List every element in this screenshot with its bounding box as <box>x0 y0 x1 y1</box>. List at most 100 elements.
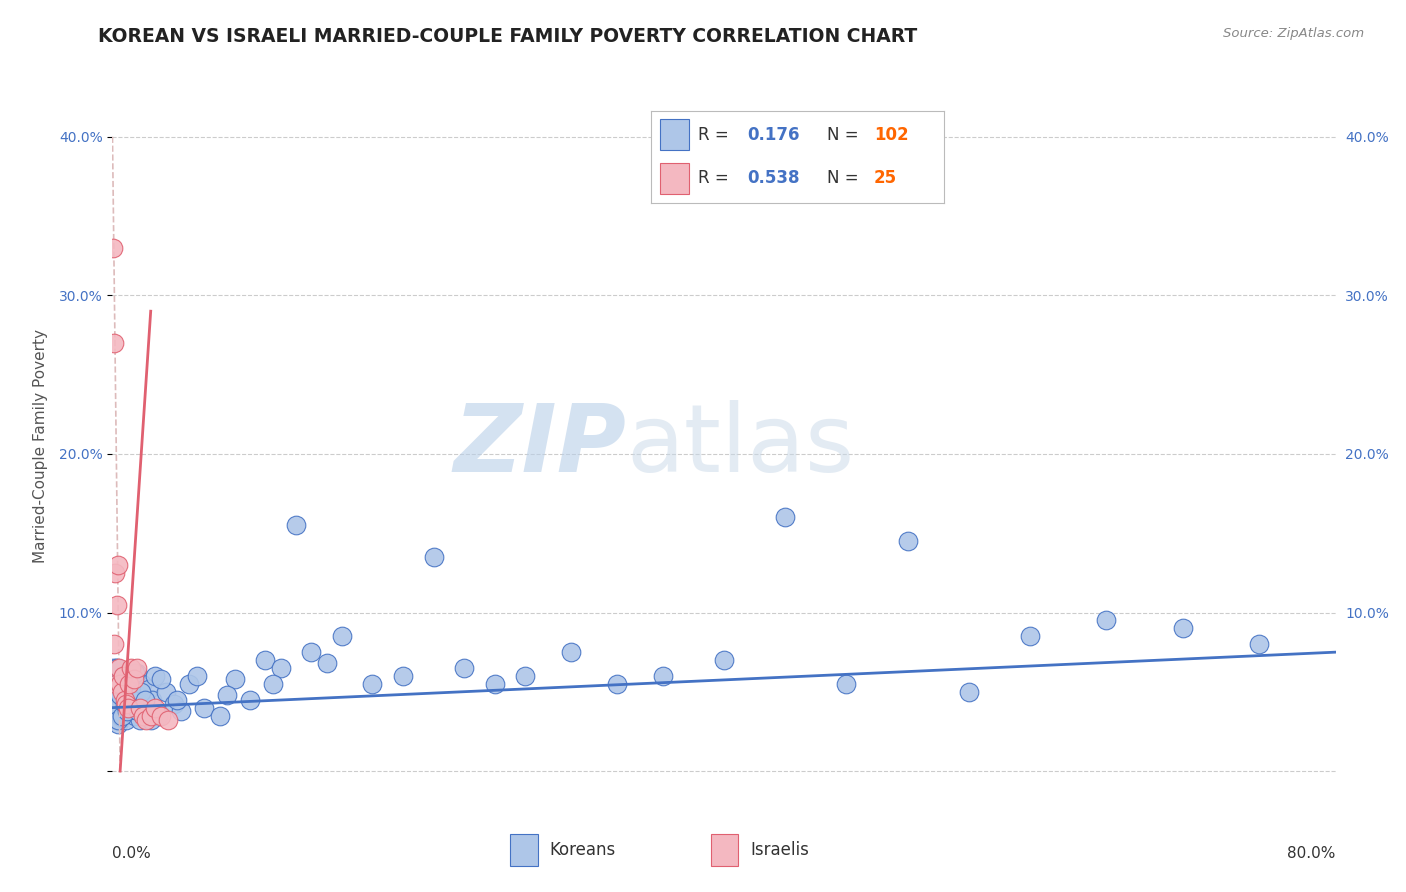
Point <box>105 700 128 714</box>
Text: 80.0%: 80.0% <box>1288 846 1336 861</box>
Point <box>104 685 127 699</box>
Point <box>208 708 231 723</box>
Point <box>129 714 152 728</box>
Point <box>112 665 135 680</box>
Point <box>117 677 139 691</box>
Point <box>515 669 537 683</box>
Point <box>103 661 125 675</box>
Y-axis label: Married-Couple Family Poverty: Married-Couple Family Poverty <box>32 329 48 563</box>
Point <box>330 629 353 643</box>
Point <box>186 669 208 683</box>
Point <box>112 669 135 683</box>
Bar <box>510 833 537 865</box>
Point <box>114 685 136 699</box>
Point <box>139 708 162 723</box>
Point <box>108 661 131 675</box>
Point <box>139 714 162 728</box>
Text: N =: N = <box>827 169 863 187</box>
Point <box>118 677 141 691</box>
Point <box>105 714 128 728</box>
Point <box>132 700 155 714</box>
Point <box>193 700 215 714</box>
Text: 102: 102 <box>873 126 908 144</box>
Point <box>107 714 129 728</box>
Point <box>112 669 135 683</box>
Point <box>361 677 384 691</box>
Point <box>103 708 125 723</box>
Point <box>392 669 415 683</box>
Point <box>122 672 145 686</box>
Point <box>108 706 131 721</box>
Point <box>141 692 163 706</box>
Point <box>103 335 125 350</box>
Point <box>120 661 142 675</box>
Point <box>606 677 628 691</box>
Point <box>239 692 262 706</box>
Point <box>108 677 131 691</box>
Point <box>104 661 127 675</box>
Point <box>103 688 125 702</box>
Text: N =: N = <box>827 126 863 144</box>
Point <box>131 677 153 691</box>
Point <box>177 677 200 691</box>
Point <box>105 681 128 696</box>
Text: Source: ZipAtlas.com: Source: ZipAtlas.com <box>1223 27 1364 40</box>
Bar <box>659 119 689 151</box>
Point <box>121 685 143 699</box>
Point <box>115 669 138 683</box>
Point <box>713 653 735 667</box>
Point <box>103 665 125 680</box>
Point <box>1171 621 1194 635</box>
Point <box>143 700 166 714</box>
Point <box>103 672 125 686</box>
Point <box>104 566 127 580</box>
Point <box>103 241 125 255</box>
Point <box>124 708 146 723</box>
Point <box>284 518 308 533</box>
Point <box>897 534 920 549</box>
Point <box>453 661 475 675</box>
Text: Koreans: Koreans <box>550 840 616 859</box>
Text: R =: R = <box>697 126 734 144</box>
Point <box>166 692 188 706</box>
Point <box>1095 614 1118 628</box>
Point <box>114 698 136 712</box>
Point <box>773 510 796 524</box>
Point <box>150 708 173 723</box>
Point <box>143 669 166 683</box>
Point <box>122 692 145 706</box>
Point <box>107 692 129 706</box>
Text: 0.538: 0.538 <box>748 169 800 187</box>
Point <box>315 657 337 671</box>
Text: KOREAN VS ISRAELI MARRIED-COUPLE FAMILY POVERTY CORRELATION CHART: KOREAN VS ISRAELI MARRIED-COUPLE FAMILY … <box>98 27 918 45</box>
Point <box>135 714 157 728</box>
Point <box>111 681 134 696</box>
Point <box>254 653 277 667</box>
Point <box>118 698 141 712</box>
Point <box>138 681 160 696</box>
Point <box>652 669 675 683</box>
Point <box>115 714 138 728</box>
Bar <box>711 833 738 865</box>
Point <box>125 661 148 675</box>
Point <box>299 645 322 659</box>
Point <box>422 549 444 564</box>
Point <box>105 661 128 675</box>
Point <box>124 665 146 680</box>
Point <box>103 677 125 691</box>
Point <box>105 672 128 686</box>
Point <box>262 677 284 691</box>
Point <box>270 661 292 675</box>
Point <box>129 700 152 714</box>
Point <box>104 698 127 712</box>
Point <box>134 692 156 706</box>
Point <box>484 677 506 691</box>
Text: ZIP: ZIP <box>453 400 626 492</box>
Point <box>111 685 134 699</box>
Point <box>132 708 155 723</box>
Point <box>105 700 128 714</box>
Point <box>170 704 193 718</box>
Point <box>1018 629 1040 643</box>
Point <box>217 688 239 702</box>
Point <box>120 704 142 718</box>
